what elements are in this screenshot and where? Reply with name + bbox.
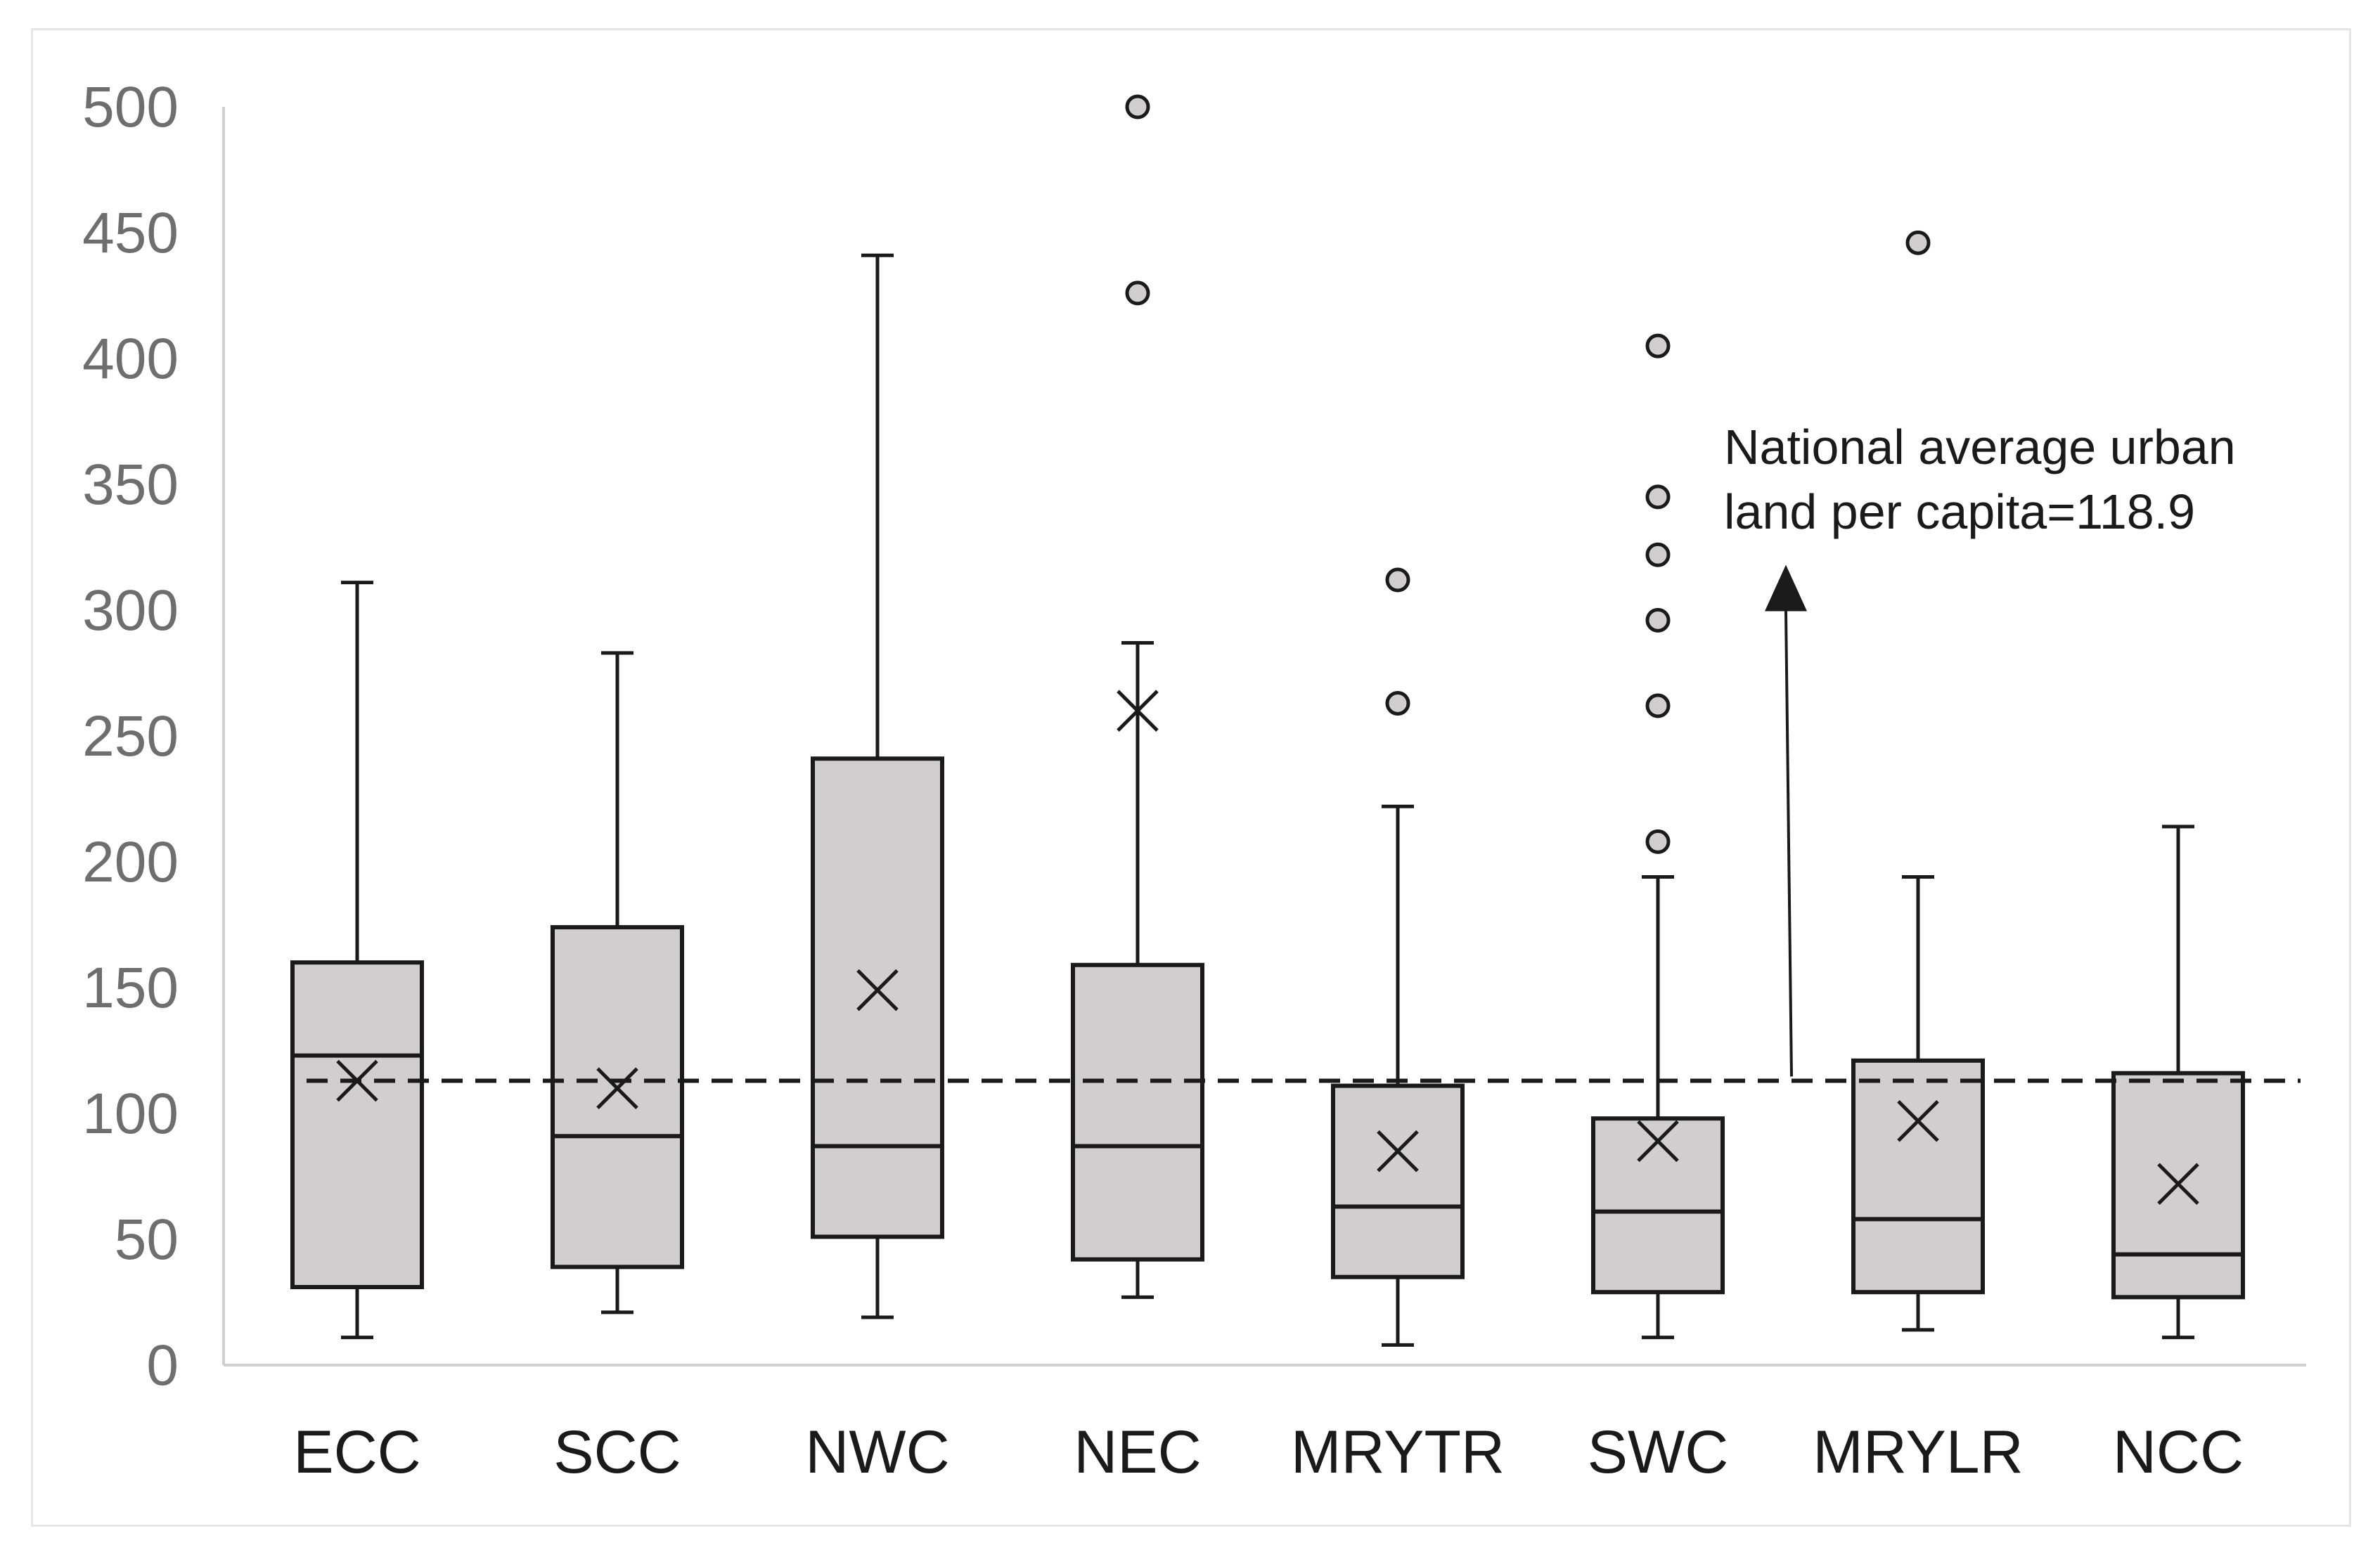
iqr-box-nec — [1071, 962, 1204, 1262]
outlier-nec-2 — [1125, 280, 1150, 306]
y-tick-label-300: 300 — [82, 579, 179, 642]
mean-marker-stroke-b-nwc — [856, 969, 899, 1012]
annotation-group: National average urban land per capita=1… — [1724, 420, 2236, 1077]
iqr-box-mrytr — [1331, 1083, 1465, 1279]
x-tick-label-mrylr: MRYLR — [1813, 1419, 2024, 1486]
y-tick-label-100: 100 — [82, 1082, 179, 1146]
iqr-box-nwc — [811, 756, 944, 1239]
outlier-swc-3 — [1645, 542, 1671, 567]
y-tick-label-400: 400 — [82, 327, 179, 391]
iqr-box-scc — [551, 925, 684, 1269]
y-tick-label-50: 50 — [115, 1208, 179, 1272]
x-tick-label-nec: NEC — [1074, 1419, 1202, 1486]
x-tick-label-nwc: NWC — [805, 1419, 949, 1486]
mean-marker-stroke-b-scc — [596, 1067, 638, 1109]
iqr-box-swc — [1591, 1116, 1725, 1295]
iqr-box-mrylr — [1851, 1058, 1985, 1295]
mean-marker-stroke-b-mrylr — [1897, 1099, 1939, 1142]
x-tick-label-scc: SCC — [553, 1419, 681, 1486]
annotation-arrow-head — [1765, 564, 1807, 612]
x-tick-label-ecc: ECC — [293, 1419, 421, 1486]
y-tick-label-200: 200 — [82, 830, 179, 894]
box-mrytr — [1331, 567, 1465, 1347]
mean-marker-nec — [1117, 690, 1159, 732]
mean-marker-stroke-b-ncc — [2157, 1163, 2199, 1206]
y-tick-label-450: 450 — [82, 201, 179, 265]
y-tick-labels: 0 50 100 150 200 250 300 350 400 450 500 — [82, 75, 179, 1397]
x-tick-label-ncc: NCC — [2113, 1419, 2244, 1486]
outlier-swc-1 — [1645, 333, 1671, 358]
y-tick-label-250: 250 — [82, 704, 179, 768]
box-nec — [1071, 94, 1204, 1299]
outlier-swc-4 — [1645, 607, 1671, 633]
outlier-swc-5 — [1645, 693, 1671, 718]
box-swc — [1591, 333, 1725, 1340]
outlier-swc-6 — [1645, 829, 1671, 854]
box-series — [290, 94, 2245, 1347]
y-tick-label-350: 350 — [82, 453, 179, 517]
x-tick-label-swc: SWC — [1588, 1419, 1729, 1486]
mean-marker-scc — [596, 1067, 638, 1109]
box-ecc — [290, 581, 424, 1340]
mean-marker-ncc — [2157, 1163, 2199, 1206]
outlier-swc-2 — [1645, 484, 1671, 510]
y-tick-label-500: 500 — [82, 75, 179, 139]
mean-marker-stroke-b-swc — [1637, 1120, 1679, 1163]
outlier-mrytr-1 — [1385, 567, 1410, 593]
x-tick-labels: ECC SCC NWC NEC MRYTR SWC MRYLR NCC — [293, 1419, 2244, 1486]
mean-marker-mrylr — [1897, 1099, 1939, 1142]
outlier-mrytr-2 — [1385, 690, 1410, 716]
y-tick-label-150: 150 — [82, 956, 179, 1020]
y-tick-label-0: 0 — [146, 1333, 179, 1397]
mean-marker-swc — [1637, 1120, 1679, 1163]
mean-marker-stroke-b-mrytr — [1377, 1130, 1419, 1172]
box-nwc — [811, 253, 944, 1319]
box-mrylr — [1851, 230, 1985, 1332]
outlier-nec-1 — [1125, 94, 1150, 119]
mean-marker-mrytr — [1377, 1130, 1419, 1172]
axes — [222, 107, 2306, 1367]
outlier-mrylr-1 — [1905, 230, 1931, 255]
annotation-line-1: National average urban — [1724, 420, 2236, 474]
annotation-line-2: land per capita=118.9 — [1724, 484, 2195, 539]
mean-marker-stroke-b-nec — [1117, 690, 1159, 732]
box-scc — [551, 651, 684, 1314]
annotation-arrow-shaft — [1784, 611, 1793, 1077]
x-tick-label-mrytr: MRYTR — [1291, 1419, 1505, 1486]
mean-marker-nwc — [856, 969, 899, 1012]
box-ncc — [2111, 825, 2245, 1340]
iqr-box-ecc — [290, 960, 424, 1290]
